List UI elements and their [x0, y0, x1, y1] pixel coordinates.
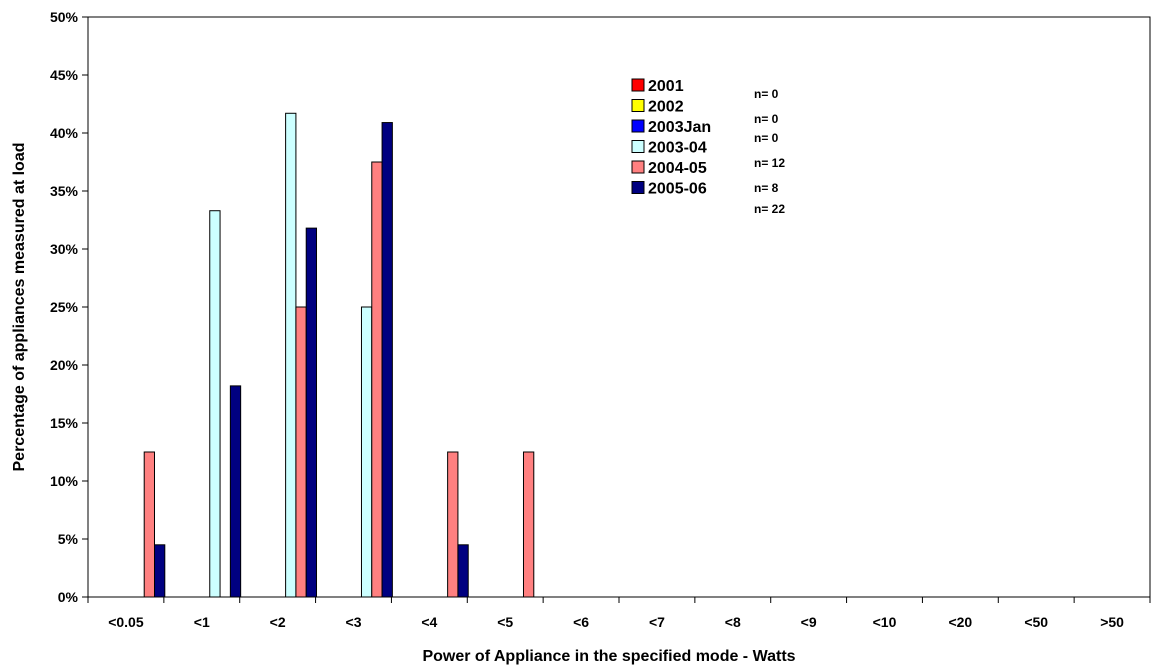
x-tick-label: <2 [270, 614, 286, 630]
bar-2003-04-<1 [209, 210, 221, 598]
x-tick-label: >50 [1100, 614, 1124, 630]
x-axis-ticks: <0.05 <1 <2 <3 <4 <5 <6 <7 <8 <9 <10 <20 <50 >50 [87, 597, 1151, 630]
x-tick-label: <50 [1024, 614, 1048, 630]
legend-swatch-2002 [631, 99, 645, 112]
x-tick-label: <10 [873, 614, 897, 630]
x-tick-label: <7 [649, 614, 665, 630]
bar-2004-05-<3 [371, 161, 383, 598]
legend-label: 2001 [648, 78, 684, 95]
y-tick-label: 25% [50, 299, 79, 315]
legend-n-label: n= 8 [754, 181, 779, 195]
y-tick-label: 50% [50, 9, 79, 25]
legend-label: 2003Jan [648, 119, 711, 136]
y-tick-label: 5% [58, 531, 79, 547]
y-tick-label: 15% [50, 415, 79, 431]
y-tick-label: 40% [50, 125, 79, 141]
bar-2003-04-<3 [360, 306, 373, 598]
legend-n-label: n= 0 [754, 131, 779, 145]
bar-2004-05-<0.05 [143, 451, 155, 598]
bar-2005-06-<1 [229, 385, 242, 598]
y-tick-label: 10% [50, 473, 79, 489]
legend-swatch-2003Jan [631, 119, 645, 133]
x-axis-title: Power of Appliance in the specified mode… [422, 648, 795, 665]
legend-n-label: n= 0 [754, 112, 779, 126]
bar-2004-05-<4 [447, 451, 459, 598]
y-tick-label: 30% [50, 241, 79, 257]
x-tick-label: <4 [421, 614, 437, 630]
bar-2005-06-<3 [381, 122, 393, 598]
y-axis-title: Percentage of appliances measured at loa… [11, 142, 28, 471]
y-tick-label: 45% [50, 67, 79, 83]
legend-n-label: n= 12 [754, 156, 785, 170]
y-tick-label: 0% [58, 589, 79, 605]
bar-2005-06-<2 [305, 227, 318, 598]
legend-swatch-2001 [631, 78, 645, 92]
legend-label: 2005-06 [648, 181, 707, 198]
plot-area [87, 16, 1151, 598]
bar-2003-04-<2 [285, 112, 297, 598]
legend-n-label: n= 22 [754, 202, 785, 216]
bar-2005-06-<4 [457, 544, 469, 598]
legend-swatch-2003-04 [631, 140, 645, 153]
x-tick-label: <9 [801, 614, 817, 630]
legend-swatch-2005-06 [631, 181, 645, 194]
legend: 2001 n= 0 2002 n= 0 2003Jan n= 0 2003-04 n= 12 2… [631, 78, 785, 216]
y-axis-ticks: 0% 5% 10% 15% 20% 25% 30% 35% 40% 45% 50% [50, 9, 88, 605]
legend-label: 2004-05 [648, 160, 707, 177]
bar-2004-05-<5 [522, 451, 535, 598]
x-tick-label: <5 [497, 614, 513, 630]
legend-n-label: n= 0 [754, 87, 779, 101]
x-tick-label: <3 [346, 614, 362, 630]
y-tick-label: 20% [50, 357, 79, 373]
bars [143, 112, 535, 598]
legend-label: 2003-04 [648, 140, 707, 157]
bar-2005-06-<0.05 [154, 544, 166, 598]
y-tick-label: 35% [50, 183, 79, 199]
legend-swatch-2004-05 [631, 160, 645, 174]
x-tick-label: <0.05 [108, 614, 144, 630]
legend-label: 2002 [648, 99, 684, 116]
x-tick-label: <1 [194, 614, 210, 630]
x-tick-label: <8 [725, 614, 741, 630]
x-tick-label: <20 [948, 614, 972, 630]
bar-2004-05-<2 [295, 306, 307, 598]
x-tick-label: <6 [573, 614, 589, 630]
